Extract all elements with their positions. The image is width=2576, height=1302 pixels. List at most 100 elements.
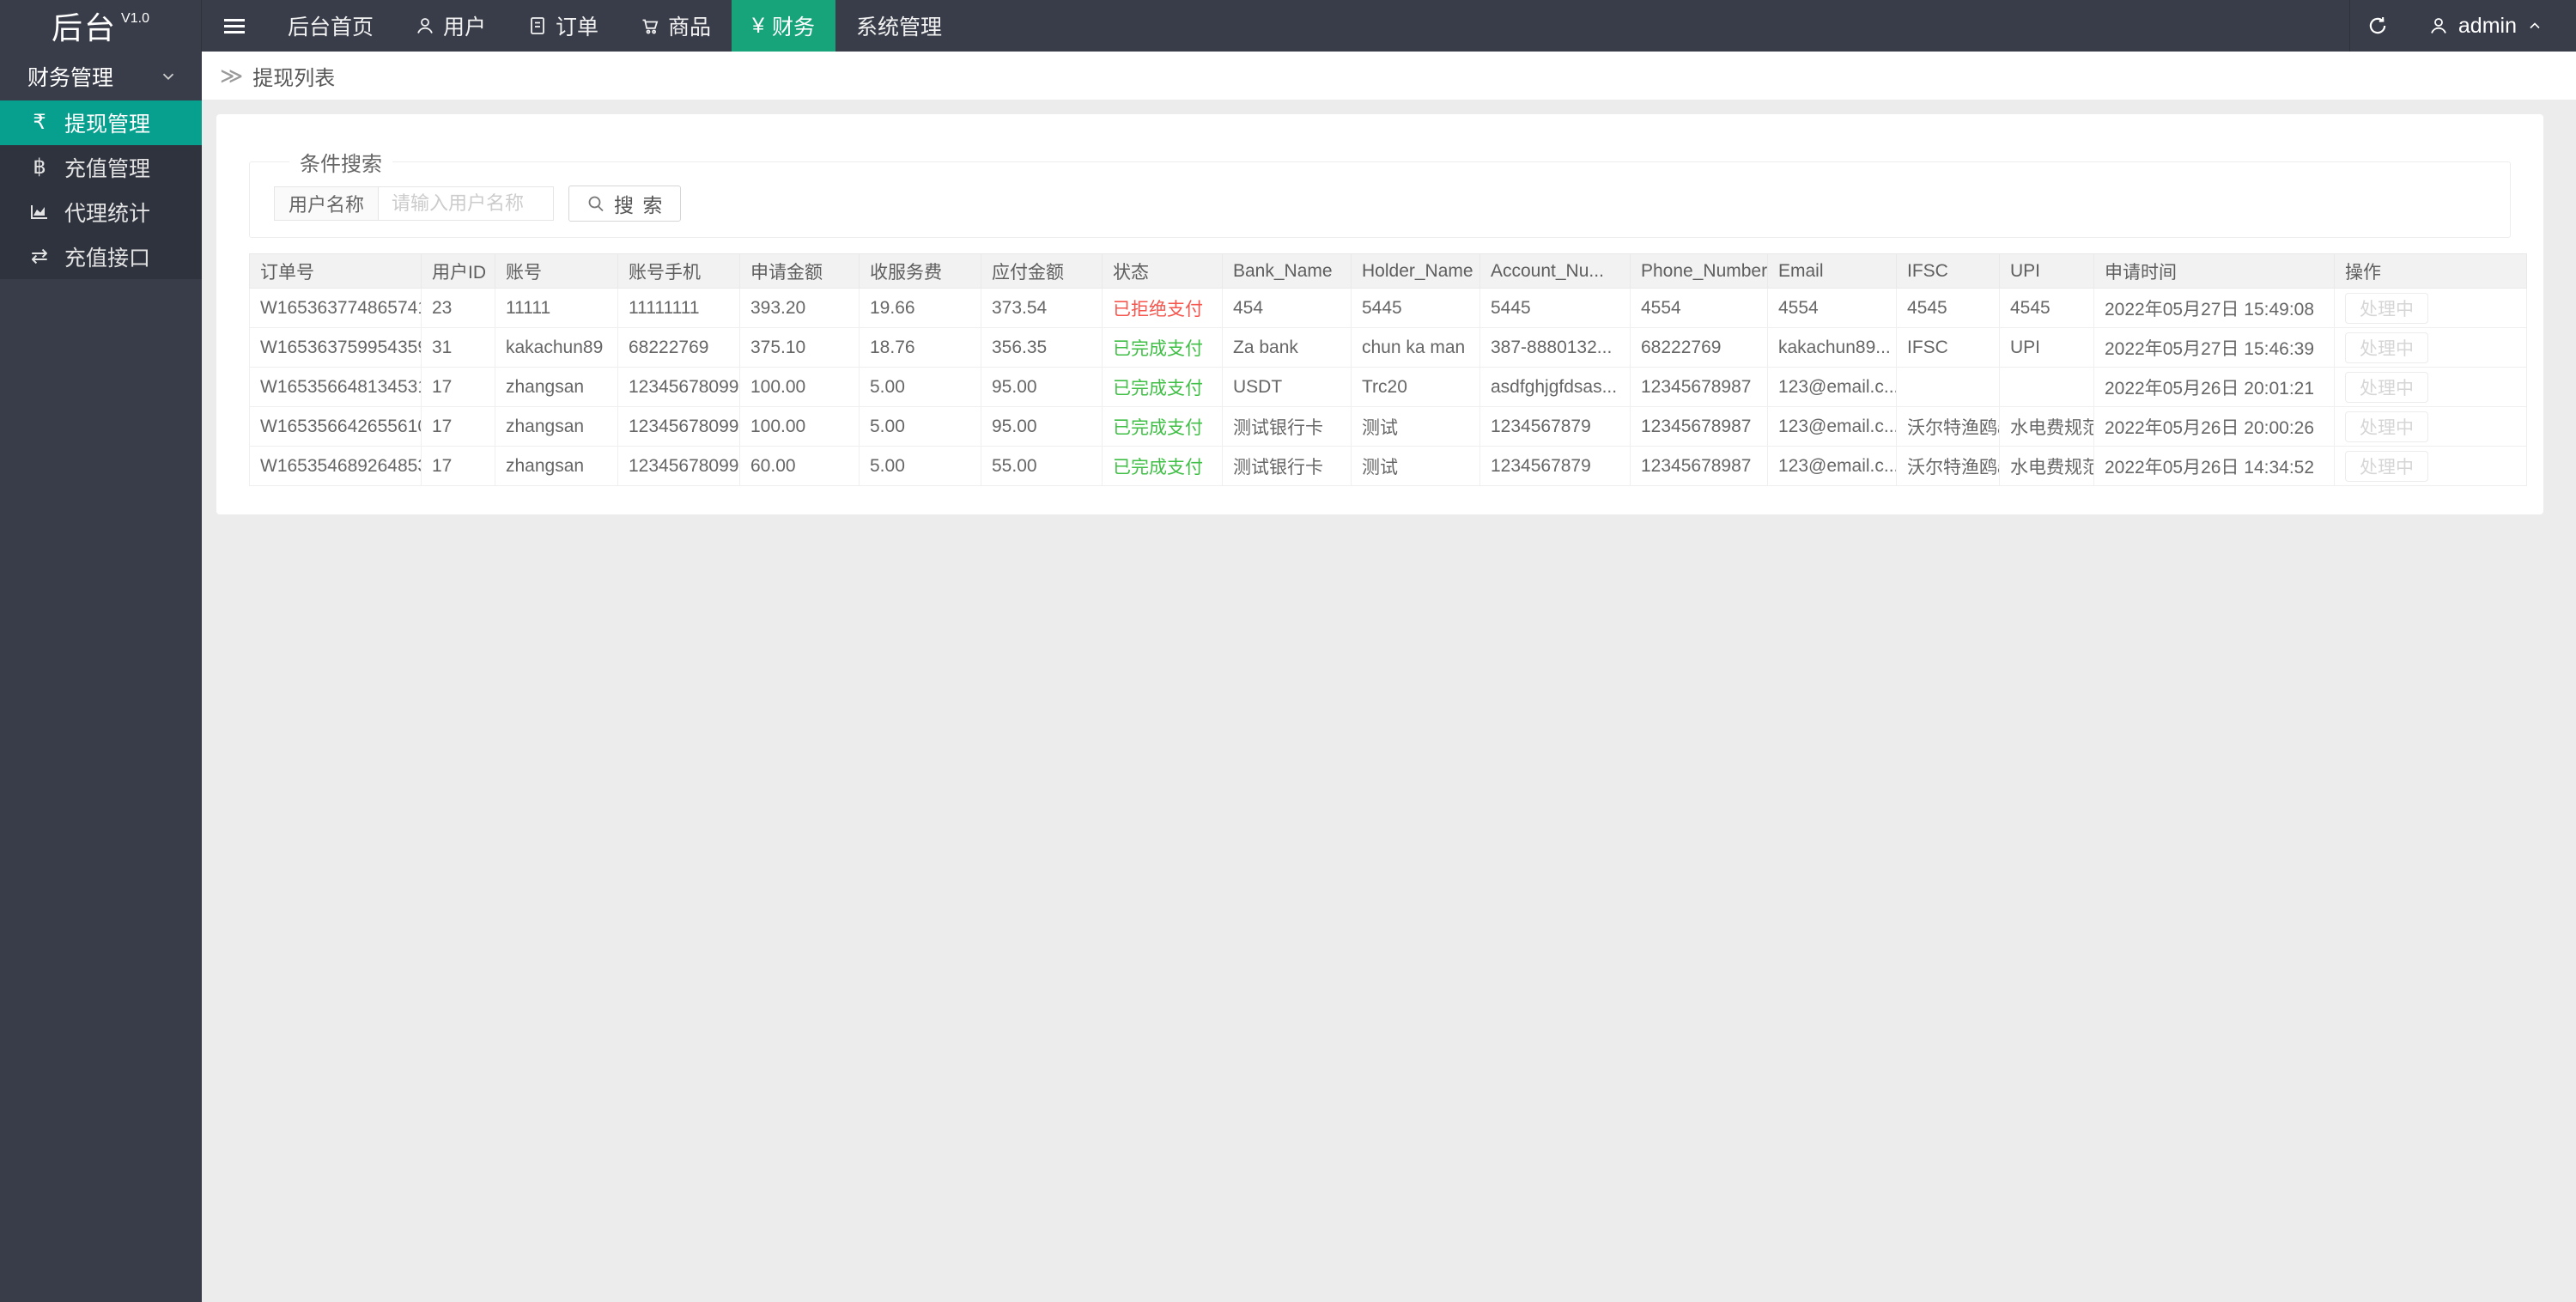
processing-button[interactable]: 处理中	[2345, 450, 2428, 482]
hamburger-menu-button[interactable]	[202, 0, 267, 52]
col-account_phone: 账号手机	[617, 253, 740, 289]
sidebar-item-label: 提现管理	[64, 113, 151, 137]
col-bank_name: Bank_Name	[1222, 253, 1352, 289]
cell-order_no: W165363759954359	[249, 327, 422, 368]
search-button-label: 搜 索	[614, 194, 665, 216]
nav-item-label: 财务	[771, 15, 815, 40]
cell-holder_name: 测试	[1351, 446, 1480, 486]
nav-item-finance[interactable]: ¥ 财务	[732, 0, 835, 52]
cell-service_fee: 18.76	[859, 327, 981, 368]
cart-icon	[642, 19, 659, 34]
sidebar-item-label: 充值管理	[64, 157, 151, 181]
cell-user_id: 17	[421, 446, 495, 486]
cell-payable_amount: 373.54	[981, 288, 1103, 328]
person-icon	[417, 18, 433, 33]
status-badge: 已完成支付	[1113, 378, 1203, 399]
processing-button[interactable]: 处理中	[2345, 411, 2428, 442]
col-upi: UPI	[1999, 253, 2094, 289]
nav-item-system[interactable]: 系统管理	[835, 0, 963, 52]
cell-account: zhangsan	[495, 406, 618, 447]
processing-button[interactable]: 处理中	[2345, 332, 2428, 363]
cell-bank_name: 测试银行卡	[1222, 406, 1352, 447]
cell-account_number: 1234567879	[1479, 406, 1631, 447]
search-button[interactable]: 搜 索	[568, 186, 682, 222]
user-menu[interactable]: admin	[2406, 0, 2576, 52]
cell-apply_time: 2022年05月27日 15:49:08	[2093, 288, 2335, 328]
content-area: ≫ 提现列表 条件搜索 用户名称 搜 索	[202, 52, 2576, 1302]
nav-item-home[interactable]: 后台首页	[267, 0, 394, 52]
cell-payable_amount: 95.00	[981, 367, 1103, 407]
cell-holder_name: 测试	[1351, 406, 1480, 447]
table-header-row: 订单号 用户ID 账号 账号手机 申请金额 收服务费 应付金额 状态 Bank_Name Hold…	[249, 253, 2527, 289]
table-row: W165356642655610 17 zhangsan 12345678099 100…	[249, 406, 2527, 447]
cell-upi	[1999, 367, 2094, 407]
cell-bank_name: 454	[1222, 288, 1352, 328]
cell-action: 处理中	[2334, 327, 2527, 368]
nav-item-users[interactable]: 用户	[394, 0, 507, 52]
cell-email: 123@email.c...	[1767, 367, 1897, 407]
cell-order_no: W165356642655610	[249, 406, 422, 447]
sidebar: 财务管理 ₹ 提现管理 ฿ 充值管理	[0, 52, 202, 1302]
cell-status: 已拒绝支付	[1102, 288, 1223, 328]
cell-order_no: W165354689264853	[249, 446, 422, 486]
cell-ifsc: 4545	[1896, 288, 2000, 328]
main-area: 财务管理 ₹ 提现管理 ฿ 充值管理	[0, 52, 2576, 1302]
table-row: W165363759954359 31 kakachun89 68222769 375.…	[249, 327, 2527, 368]
cell-apply_amount: 100.00	[739, 367, 860, 407]
cell-holder_name: 5445	[1351, 288, 1480, 328]
cell-ifsc	[1896, 367, 2000, 407]
col-user_id: 用户ID	[421, 253, 495, 289]
search-fieldset: 条件搜索 用户名称 搜 索	[249, 147, 2511, 238]
cell-ifsc: 沃尔特渔鸥a	[1896, 446, 2000, 486]
topbar-right: admin	[2348, 0, 2576, 52]
cell-apply_amount: 375.10	[739, 327, 860, 368]
col-phone_number: Phone_Number	[1630, 253, 1768, 289]
cell-account: kakachun89	[495, 327, 618, 368]
refresh-icon	[2370, 16, 2386, 34]
username-field-label: 用户名称	[274, 186, 380, 221]
cell-email: 123@email.c...	[1767, 446, 1897, 486]
cell-account: 11111	[495, 288, 618, 328]
nav-item-label: 商品	[668, 15, 712, 40]
cell-action: 处理中	[2334, 406, 2527, 447]
chevron-up-icon	[2530, 22, 2540, 29]
sidebar-item-agent-stats[interactable]: 代理统计	[0, 190, 202, 234]
cell-phone_number: 4554	[1630, 288, 1768, 328]
yen-icon: ¥	[752, 13, 764, 38]
cell-account_phone: 12345678099	[617, 367, 740, 407]
cell-account_number: asdfghjgfdsas...	[1479, 367, 1631, 407]
table-row: W165356648134531 17 zhangsan 12345678099 100…	[249, 367, 2527, 407]
cell-status: 已完成支付	[1102, 327, 1223, 368]
cell-payable_amount: 55.00	[981, 446, 1103, 486]
sidebar-item-recharge[interactable]: ฿ 充值管理	[0, 145, 202, 190]
sidebar-submenu: ₹ 提现管理 ฿ 充值管理 代理统计	[0, 100, 202, 279]
nav-item-products[interactable]: 商品	[619, 0, 732, 52]
withdrawal-table: 订单号 用户ID 账号 账号手机 申请金额 收服务费 应付金额 状态 Bank_Name Hold…	[249, 253, 2527, 486]
processing-button[interactable]: 处理中	[2345, 292, 2428, 324]
document-icon	[531, 17, 544, 34]
processing-button[interactable]: 处理中	[2345, 371, 2428, 403]
cell-upi: UPI	[1999, 327, 2094, 368]
refresh-button[interactable]	[2348, 0, 2406, 52]
username-input[interactable]	[378, 186, 555, 221]
cell-user_id: 17	[421, 367, 495, 407]
cell-account_number: 1234567879	[1479, 446, 1631, 486]
sidebar-item-recharge-api[interactable]: ⇄ 充值接口	[0, 234, 202, 279]
cell-user_id: 31	[421, 327, 495, 368]
col-holder_name: Holder_Name	[1351, 253, 1480, 289]
logo-text: 后台	[52, 10, 118, 46]
cell-payable_amount: 356.35	[981, 327, 1103, 368]
sidebar-group-finance[interactable]: 财务管理	[0, 52, 202, 100]
status-badge: 已完成支付	[1113, 457, 1203, 478]
nav-item-orders[interactable]: 订单	[507, 0, 619, 52]
cell-account_phone: 12345678099	[617, 446, 740, 486]
cell-ifsc: 沃尔特渔鸥a	[1896, 406, 2000, 447]
cell-ifsc: IFSC	[1896, 327, 2000, 368]
cell-phone_number: 12345678987	[1630, 406, 1768, 447]
sidebar-item-withdrawal[interactable]: ₹ 提现管理	[0, 100, 202, 145]
version-label: V1.0	[121, 11, 149, 26]
table-row: W165354689264853 17 zhangsan 12345678099 60.…	[249, 446, 2527, 486]
col-account: 账号	[495, 253, 618, 289]
cell-upi: 水电费规范化	[1999, 406, 2094, 447]
col-apply_time: 申请时间	[2093, 253, 2335, 289]
